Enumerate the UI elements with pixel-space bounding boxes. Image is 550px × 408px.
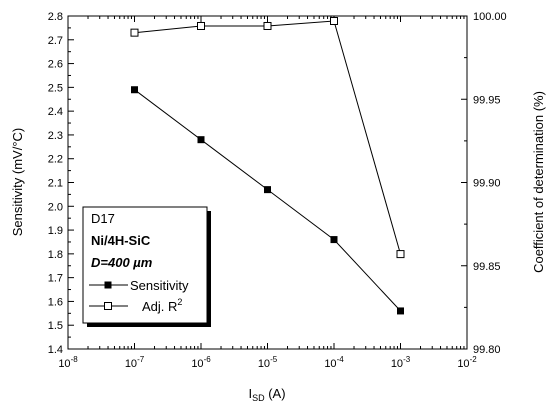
x-tick-label-base: 10 [125, 358, 137, 370]
series-layer [130, 16, 405, 315]
y-right-tick-label: 100.00 [473, 11, 507, 23]
x-tick-label: 10-8 [58, 355, 78, 370]
x-tick-label-base: 10 [457, 358, 469, 370]
x-tick-label: 10-2 [457, 355, 477, 370]
series-point-1 [396, 250, 405, 259]
y-axis-left-label: Sensitivity (mV/°C) [10, 128, 25, 237]
x-tick-label-exp: -2 [470, 355, 478, 364]
y-axis-left: 1.4 1.5 1.6 1.7 1.8 1.9 2.0 2.1 2.2 2.3 2.4 2.5 2.6 2… [48, 11, 74, 356]
series-point-1 [130, 28, 139, 37]
x-tick-label-exp: -8 [71, 355, 79, 364]
series-point-0 [131, 86, 138, 94]
x-tick-label-base: 10 [191, 358, 203, 370]
legend-marker-sensitivity [104, 281, 112, 289]
x-axis: 10-8 10-7 10-6 10-5 10-4 10-3 10-2 [58, 16, 477, 370]
x-tick-label-exp: -5 [270, 355, 278, 364]
y-left-tick-label: 2.8 [48, 11, 63, 23]
annotation-line2: Ni/4H-SiC [91, 233, 151, 248]
x-tick-label-base: 10 [58, 358, 70, 370]
x-tick-label-exp: -3 [403, 355, 411, 364]
series-point-0 [264, 186, 271, 194]
annotation-line1: D17 [91, 211, 115, 226]
y-left-tick-label: 1.4 [48, 344, 63, 356]
y-left-tick-label: 1.8 [48, 249, 63, 261]
series-point-1 [330, 16, 338, 25]
x-tick-label-exp: -7 [137, 355, 145, 364]
x-tick-label-exp: -4 [337, 355, 345, 364]
x-tick-label-exp: -6 [204, 355, 212, 364]
x-tick-label-base: 10 [391, 358, 403, 370]
series-point-0 [197, 136, 205, 144]
y-left-tick-label: 2.0 [48, 201, 63, 213]
y-left-tick-label: 2.7 [48, 35, 63, 47]
series-point-0 [330, 236, 338, 244]
y-left-tick-label: 2.5 [48, 82, 63, 94]
y-left-tick-label: 1.7 [48, 273, 63, 285]
y-left-tick-label: 2.2 [48, 154, 63, 166]
y-left-tick-label: 1.5 [48, 320, 63, 332]
legend-label-adj-r2: Adj. R2 [142, 297, 182, 314]
legend-label-sensitivity: Sensitivity [130, 278, 189, 293]
y-left-tick-label: 2.1 [48, 178, 63, 190]
x-axis-label: ISD (A) [248, 386, 285, 403]
x-tick-label: 10-6 [191, 355, 211, 370]
y-left-tick-label: 2.6 [48, 59, 63, 71]
series-point-0 [397, 307, 404, 315]
y-right-tick-label: 99.80 [473, 344, 501, 356]
y-right-tick-label: 99.95 [473, 94, 501, 106]
x-tick-label-base: 10 [258, 358, 270, 370]
legend-box: D17 Ni/4H-SiC D=400 µm Sensitivity Adj. … [82, 206, 211, 327]
x-tick-label: 10-7 [125, 355, 145, 370]
y-axis-right: 99.80 99.85 99.90 99.95 100.00 [461, 11, 507, 356]
x-axis-label-main: I [248, 386, 252, 401]
annotation-line3: D=400 µm [91, 255, 153, 270]
x-axis-label-unit: (A) [265, 386, 286, 401]
series-point-1 [263, 21, 272, 30]
x-tick-label: 10-4 [324, 355, 344, 370]
y-right-tick-label: 99.90 [473, 178, 501, 190]
y-left-tick-label: 1.9 [48, 225, 63, 237]
x-tick-label: 10-3 [391, 355, 411, 370]
legend-marker-adj-r2 [104, 302, 112, 310]
y-left-tick-label: 2.3 [48, 130, 63, 142]
legend-label-adj-r2-sup: 2 [177, 297, 182, 307]
y-left-tick-label: 1.6 [48, 296, 63, 308]
legend-box-frame [82, 206, 208, 324]
y-axis-right-label: Coefficient of determination (%) [531, 91, 546, 273]
x-tick-label: 10-5 [258, 355, 278, 370]
y-right-tick-label: 99.85 [473, 261, 501, 273]
y-left-tick-label: 2.4 [48, 106, 63, 118]
series-point-1 [197, 21, 205, 30]
legend-label-adj-r2-text: Adj. R [142, 299, 177, 314]
x-tick-label-base: 10 [324, 358, 336, 370]
x-axis-label-sub: SD [252, 393, 265, 403]
